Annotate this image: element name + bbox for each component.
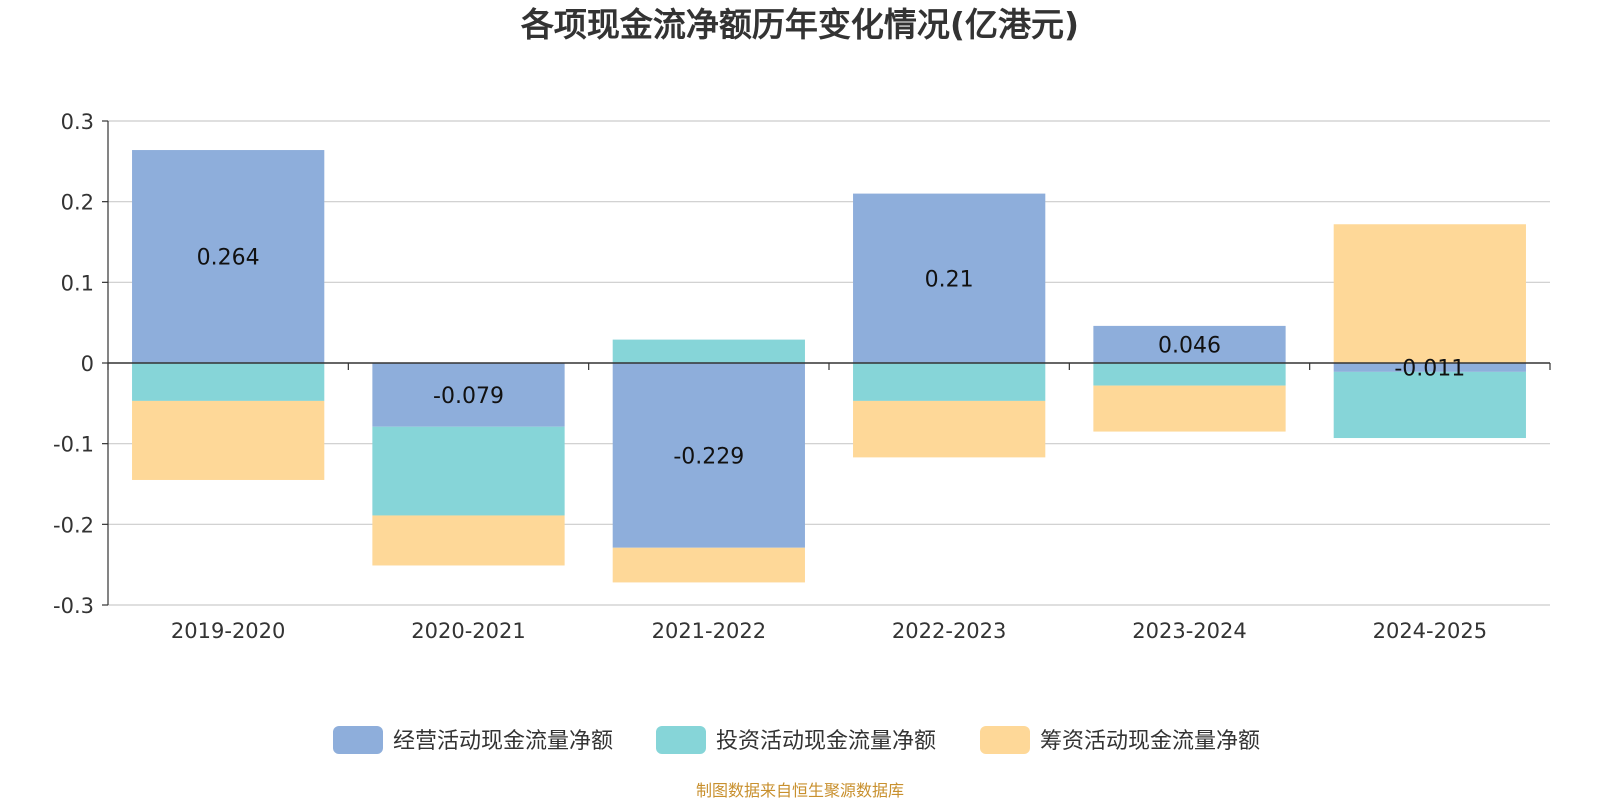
x-tick-label: 2022-2023 [892, 619, 1006, 643]
bar-series1-2021-2022 [612, 363, 805, 548]
data-label: -0.079 [433, 384, 504, 409]
data-label: 0.046 [1158, 333, 1221, 358]
bar-series3-2024-2025 [1333, 224, 1526, 363]
x-tick-label: 2021-2022 [652, 619, 766, 643]
bar-series2-2022-2023 [853, 363, 1046, 401]
bar-series1-2020-2021 [372, 363, 565, 427]
bar-series3-2019-2020 [132, 400, 325, 480]
data-label: -0.229 [673, 444, 744, 469]
y-axis-ticks: 0.3 0.2 0.1 0 -0.1 -0.2 -0.3 [53, 110, 108, 618]
x-tick-label: 2024-2025 [1373, 619, 1487, 643]
legend-swatch-2[interactable] [656, 726, 706, 754]
bar-series1-2019-2020 [132, 150, 325, 363]
bar-series2-2023-2024 [1093, 363, 1286, 386]
grid-lines [108, 120, 1550, 606]
x-tick-label: 2023-2024 [1132, 619, 1246, 643]
bar-series2-2021-2022 [612, 339, 805, 363]
legend[interactable]: 经营活动现金流量净额 投资活动现金流量净额 筹资活动现金流量净额 [333, 726, 1260, 754]
bars [132, 150, 1526, 583]
bar-series1-2022-2023 [853, 193, 1046, 363]
y-tick-label: 0.3 [61, 110, 94, 134]
data-label: -0.011 [1394, 356, 1465, 381]
bar-series1-2023-2024 [1093, 325, 1286, 363]
y-tick-label: 0.2 [61, 191, 94, 215]
bar-series3-2020-2021 [372, 515, 565, 566]
bar-series3-2022-2023 [853, 400, 1046, 458]
legend-swatch-3[interactable] [980, 726, 1030, 754]
y-tick-label: 0.1 [61, 271, 94, 295]
y-tick-label: -0.3 [53, 594, 94, 618]
y-tick-label: -0.1 [53, 433, 94, 457]
y-tick-label: -0.2 [53, 513, 94, 537]
data-label: 0.264 [197, 246, 260, 271]
legend-swatch-1[interactable] [333, 726, 383, 754]
bar-series3-2023-2024 [1093, 385, 1286, 432]
data-labels: 0.264 -0.079 -0.229 0.21 0.046 -0.011 [197, 246, 1466, 470]
bar-series3-2021-2022 [612, 547, 805, 583]
legend-label-3[interactable]: 筹资活动现金流量净额 [1040, 729, 1260, 754]
data-label: 0.21 [925, 267, 974, 292]
bar-series2-2019-2020 [132, 363, 325, 401]
bar-series2-2024-2025 [1333, 371, 1526, 439]
legend-label-2[interactable]: 投资活动现金流量净额 [716, 729, 936, 754]
legend-label-1[interactable]: 经营活动现金流量净额 [393, 729, 613, 754]
x-tick-label: 2020-2021 [411, 619, 525, 643]
bar-series2-2020-2021 [372, 426, 565, 516]
y-tick-label: 0 [81, 352, 94, 376]
bar-series1-2024-2025 [1333, 363, 1526, 372]
x-tick-label: 2019-2020 [171, 619, 285, 643]
x-axis-ticks: 2019-2020 2020-2021 2021-2022 2022-2023 2023… [171, 619, 1487, 643]
source-note: 制图数据来自恒生聚源数据库 [696, 781, 904, 800]
chart-title: 各项现金流净额历年变化情况(亿港元) [520, 5, 1079, 44]
